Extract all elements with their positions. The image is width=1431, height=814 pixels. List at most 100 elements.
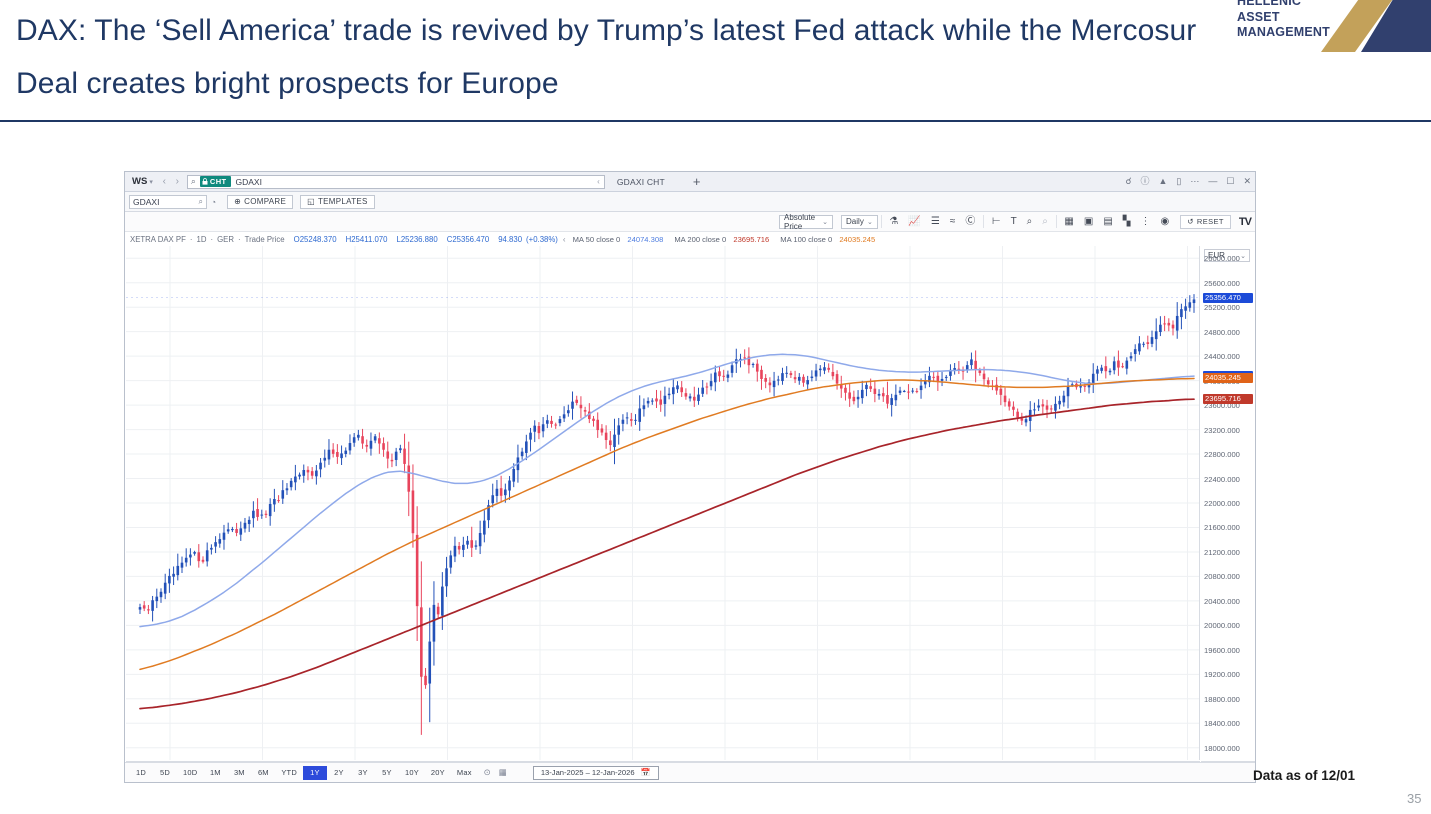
pin-icon[interactable]: ▲: [1158, 176, 1168, 186]
range-button-ytd[interactable]: YTD: [281, 768, 297, 777]
price-tick: 18800.000: [1204, 694, 1240, 704]
zoom-in-icon[interactable]: ⌕: [1026, 215, 1033, 227]
range-calendar-icon[interactable]: ▦: [498, 767, 507, 777]
last-price-label: 25356.470: [1203, 292, 1253, 303]
legend-open-label: O: [293, 234, 300, 244]
legend-ma50-label: MA 50 close 0: [572, 234, 621, 244]
price-tick: 18400.000: [1204, 719, 1240, 729]
maximize-icon[interactable]: ☐: [1226, 176, 1235, 186]
window-tab-bar: WS ▾ ‹ › ⌕ CHT GDAXI ‹ GDAXI CHT + ☌ ⓘ ▲…: [125, 172, 1255, 192]
legend-ma50-value: 24074.308: [627, 234, 664, 244]
folder-icon: ◱: [307, 197, 315, 206]
tab-gdaxi-cht[interactable]: GDAXI CHT: [616, 176, 665, 187]
close-icon[interactable]: ✕: [1243, 176, 1251, 186]
chevron-down-icon-3: ⌄: [1240, 252, 1246, 260]
reset-button[interactable]: ↺ RESET: [1180, 214, 1231, 229]
legend-ma200-value: 23695.716: [733, 234, 770, 244]
price-tick: 22000.000: [1204, 499, 1240, 508]
price-mode-select[interactable]: Absolute Price ⌄: [779, 213, 834, 231]
help-icon[interactable]: ⓘ: [1140, 176, 1150, 186]
legend-ma100-label: MA 100 close 0: [780, 234, 833, 244]
range-button-3y[interactable]: 3Y: [358, 768, 368, 777]
range-target-icon[interactable]: ⊙: [483, 767, 491, 777]
company-logo: HELLENIC ASSET MANAGEMENT: [1231, 0, 1431, 52]
price-axis[interactable]: EUR ⌄ 26000.000 25600.000 25200.000 24800.0…: [1201, 246, 1255, 780]
currency-select[interactable]: EUR ⌄: [1204, 249, 1250, 262]
range-button-6m[interactable]: 6M: [257, 768, 269, 777]
symbol-search-icon[interactable]: ⌕: [198, 196, 203, 206]
range-button-3m[interactable]: 3M: [233, 768, 245, 777]
analytics-icon[interactable]: ▚: [1122, 215, 1131, 227]
indicator-icon[interactable]: ⊢: [991, 215, 1001, 227]
page-number: 35: [1407, 791, 1422, 806]
candlestick-icon[interactable]: ⚗: [889, 215, 899, 227]
range-button-5y[interactable]: 5Y: [382, 768, 392, 777]
snapshot-icon[interactable]: ▣: [1083, 215, 1094, 227]
symbol-input[interactable]: GDAXI ⌕: [129, 194, 207, 209]
search-icon: ⌕: [190, 176, 196, 186]
wave-icon[interactable]: ≈: [949, 215, 956, 227]
settings-icon[interactable]: ◉: [1160, 215, 1170, 227]
annotation-icon[interactable]: ▤: [1103, 215, 1113, 227]
date-range-picker[interactable]: 13-Jan-2025 – 12-Jan-2026 📅: [532, 765, 659, 780]
chevron-down-icon-2: ⌄: [867, 218, 873, 226]
more-vertical-icon[interactable]: ⋮: [1140, 215, 1151, 227]
layout-rows-icon[interactable]: ☰: [930, 215, 940, 227]
calendar-icon: 📅: [640, 768, 651, 777]
symbol-value: GDAXI: [133, 196, 160, 207]
more-icon[interactable]: ⋯: [1190, 176, 1200, 186]
price-tick: 23200.000: [1204, 425, 1240, 435]
compare-button[interactable]: ⊕ COMPARE: [227, 194, 294, 209]
chart-app-chip[interactable]: CHT: [199, 176, 231, 187]
range-button-2y[interactable]: 2Y: [334, 768, 344, 777]
circle-e-icon[interactable]: Ⓒ: [965, 215, 976, 227]
ma100-price-label: 24035.245: [1203, 373, 1253, 384]
templates-button[interactable]: ◱ TEMPLATES: [300, 194, 375, 209]
interval-select[interactable]: Daily ⌄: [841, 214, 878, 229]
zoom-out-icon[interactable]: ⌕: [1042, 215, 1048, 227]
price-tick: 25600.000: [1204, 278, 1240, 288]
range-button-1m[interactable]: 1M: [209, 768, 221, 777]
logo-mark-icon: [1321, 0, 1431, 52]
omnibox-collapse-icon[interactable]: ‹: [597, 177, 600, 186]
price-tick: 24800.000: [1204, 327, 1240, 337]
legend-interval: 1D: [196, 234, 207, 244]
legend-low-label: L: [396, 234, 401, 244]
text-tool-icon[interactable]: T: [1010, 215, 1017, 227]
chart-toolbar: Absolute Price ⌄ Daily ⌄ ⚗ 📈 ☰ ≈ Ⓒ ⊢ T ⌕…: [125, 212, 1255, 232]
chart-plot[interactable]: [126, 246, 1200, 760]
forward-icon[interactable]: ›: [175, 176, 179, 187]
bar-chart-icon[interactable]: 📈: [908, 215, 921, 227]
toolbar-divider-2: [983, 215, 984, 228]
range-button-1d[interactable]: 1D: [136, 768, 146, 777]
price-tick: 20400.000: [1204, 596, 1240, 606]
legend-field: Trade Price: [244, 234, 285, 244]
range-button-20y[interactable]: 20Y: [430, 768, 445, 777]
currency-value: EUR: [1208, 251, 1225, 260]
back-icon[interactable]: ‹: [162, 176, 166, 187]
time-range-bar: 1D 5D 10D 1M 3M 6M YTD 1Y 2Y 3Y 5Y 10Y 20Y Max ⊙ ▦ 13…: [125, 762, 1255, 782]
price-tick: 19600.000: [1204, 645, 1240, 655]
history-clock-icon[interactable]: ◔: [211, 196, 217, 207]
page-title: DAX: The ‘Sell America’ trade is revived…: [16, 14, 1197, 100]
range-button-10y[interactable]: 10Y: [404, 768, 419, 777]
range-button-5d[interactable]: 5D: [160, 768, 170, 777]
legend-close-value: 25356.470: [452, 234, 490, 244]
chart-legend: XETRA DAX PF · 1D · GER · Trade Price O …: [125, 232, 1255, 246]
link-icon[interactable]: ☌: [1125, 176, 1132, 186]
layout-icon[interactable]: ▯: [1176, 176, 1182, 186]
range-button-1y[interactable]: 1Y: [302, 765, 327, 780]
lock-icon: [202, 178, 208, 185]
new-tab-button[interactable]: +: [692, 174, 701, 189]
vendor-logo: TV: [1238, 215, 1252, 228]
legend-change-pct: (+0.38%): [526, 234, 558, 244]
range-button-10d[interactable]: 10D: [183, 768, 198, 777]
omnibox-search-input[interactable]: ⌕ CHT GDAXI ‹: [186, 174, 605, 189]
grid-icon[interactable]: ▦: [1064, 215, 1074, 227]
range-button-max[interactable]: Max: [456, 768, 472, 777]
app-menu-caret-icon[interactable]: ▾: [149, 178, 153, 186]
legend-collapse-icon[interactable]: ‹: [562, 234, 566, 244]
minimize-icon[interactable]: —: [1208, 176, 1218, 186]
legend-instrument: XETRA DAX PF: [130, 234, 186, 244]
legend-ma100-value: 24035.245: [839, 234, 876, 244]
